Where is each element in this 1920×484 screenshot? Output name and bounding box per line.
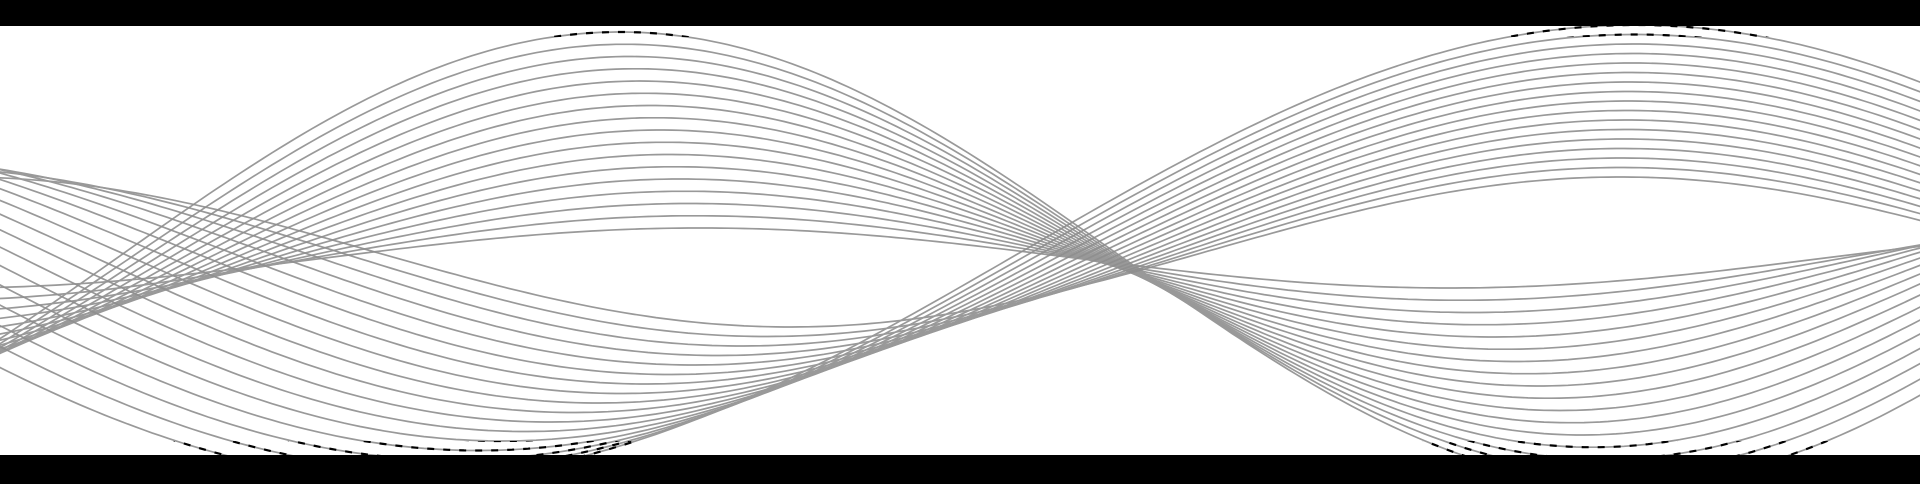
wave-line [0,141,1920,375]
wave-line [0,178,1920,338]
wave-line [0,81,1920,423]
wave-line [0,165,1920,351]
wave-line [0,92,1920,424]
wave-family-right-crest-waves [0,24,1920,480]
wave-line [0,90,1920,414]
wave-line [0,67,1920,449]
wave-line [0,109,1920,395]
wave-line [0,100,1920,404]
wave-line [0,104,1920,412]
top-letterbox-bar [0,0,1920,26]
wave-line [0,166,1920,338]
wave-line [0,43,1920,461]
bottom-letterbox-bar [0,455,1920,484]
wave-line [0,202,1920,314]
wave-line [0,119,1920,385]
wave-line [0,52,1920,452]
wave-line [0,71,1920,433]
wave-line [0,227,1920,289]
wave-line [0,190,1920,326]
wave-line [0,129,1920,387]
wave-line [0,214,1920,302]
wave-line [0,157,1920,347]
wave-line [0,62,1920,442]
wave-family-left-crest-waves [0,31,1920,484]
wave-line [0,116,1920,400]
wave-line [0,80,1920,436]
